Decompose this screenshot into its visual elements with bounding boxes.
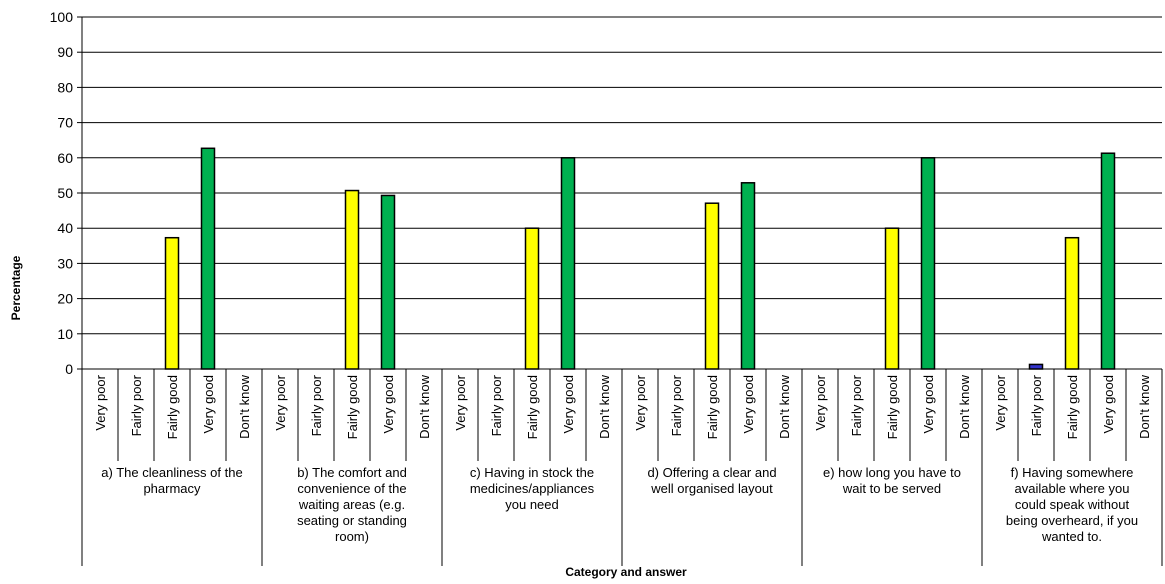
group-label-line: c) Having in stock the [470,465,594,480]
bar [344,189,360,370]
x-category-label: Fairly good [165,375,180,439]
bar [1028,363,1044,370]
x-category-label: Fairly poor [309,374,324,436]
x-category-label: Don't know [597,374,612,439]
group-label-line: waiting areas (e.g. [298,497,405,512]
axes [77,16,1163,566]
x-category-label: Very good [1101,375,1116,434]
group-label-line: a) The cleanliness of the [101,465,242,480]
bar [200,147,216,370]
bar [560,157,576,370]
bar [524,227,540,370]
group-label-line: convenience of the [297,481,406,496]
bar [884,227,900,370]
x-category-label: Very poor [813,374,828,430]
x-category-label: Don't know [1137,374,1152,439]
bar [164,236,180,370]
y-tick-label: 10 [57,326,73,342]
x-category-label: Very good [201,375,216,434]
group-label-line: d) Offering a clear and [647,465,776,480]
group-label-line: b) The comfort and [297,465,407,480]
x-category-label: Fairly good [1065,375,1080,439]
x-category-label: Don't know [237,374,252,439]
y-tick-label: 0 [65,361,73,377]
y-axis-label: Percentage [9,255,23,320]
x-category-label: Fairly poor [1029,374,1044,436]
y-tick-label: 70 [57,115,73,131]
group-label-line: you need [505,497,559,512]
group-label-line: pharmacy [143,481,201,496]
x-axis-label: Category and answer [565,565,687,579]
group-label-line: could speak without [1015,497,1130,512]
y-tick-label: 80 [57,79,73,95]
x-category-label: Don't know [957,374,972,439]
y-tick-label: 60 [57,150,73,166]
x-category-label: Very poor [633,374,648,430]
y-tick-label: 100 [50,9,74,25]
x-category-label: Very poor [273,374,288,430]
bar [740,182,756,370]
x-category-label: Very good [381,375,396,434]
x-category-label: Fairly good [345,375,360,439]
bar [920,157,936,370]
group-label-line: well organised layout [650,481,773,496]
y-tick-labels: 0 10 20 30 40 50 60 70 80 90 100 [50,9,74,377]
x-category-label: Fairly poor [129,374,144,436]
group-label-line: being overheard, if you [1006,513,1138,528]
bar [380,194,396,370]
y-tick-label: 20 [57,291,73,307]
x-category-label: Fairly poor [489,374,504,436]
group-label-line: e) how long you have to [823,465,961,480]
x-category-label: Don't know [417,374,432,439]
x-category-label: Fairly poor [669,374,684,436]
y-tick-label: 30 [57,255,73,271]
group-label-line: wanted to. [1041,529,1102,544]
group-label-line: available where you [1015,481,1130,496]
bars [164,147,1116,370]
x-category-label: Fairly good [525,375,540,439]
x-category-label: Fairly good [705,375,720,439]
x-category-labels: Very poor Fairly poor Fairly good Very good… [93,374,1152,439]
x-category-label: Very good [561,375,576,434]
x-category-label: Very poor [453,374,468,430]
x-category-label: Don't know [777,374,792,439]
group-label-line: room) [335,529,369,544]
x-category-label: Very poor [993,374,1008,430]
group-label-line: wait to be served [842,481,941,496]
x-category-label: Fairly good [885,375,900,439]
y-tick-label: 50 [57,185,73,201]
group-label-line: medicines/appliances [470,481,595,496]
bar [1064,236,1080,370]
x-category-label: Very poor [93,374,108,430]
group-label-line: f) Having somewhere [1011,465,1134,480]
y-tick-label: 40 [57,220,73,236]
x-category-label: Very good [921,375,936,434]
y-tick-label: 90 [57,44,73,60]
gridlines [82,16,1162,370]
x-category-label: Fairly poor [849,374,864,436]
bar [1100,152,1116,370]
group-label-line: seating or standing [297,513,407,528]
bar [704,202,720,370]
x-category-label: Very good [741,375,756,434]
